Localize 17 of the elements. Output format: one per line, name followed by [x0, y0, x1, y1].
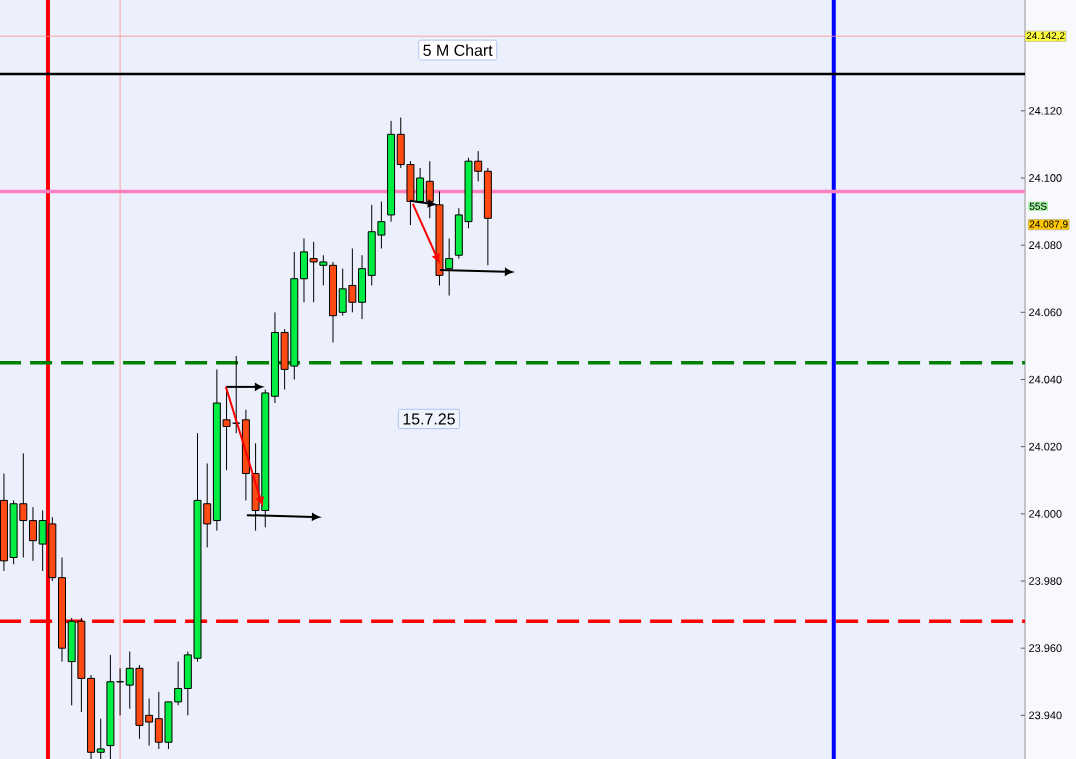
y-tick-label: 24.080: [1029, 241, 1062, 250]
y-tick-label: 23.960: [1029, 644, 1062, 653]
annotation: 15.7.25: [403, 413, 455, 425]
y-tick-label: 23.980: [1029, 577, 1062, 585]
y-tick-label: 24.100: [1029, 174, 1062, 182]
text: 55S: [1029, 202, 1047, 210]
ref-line-label: 24.142,2: [1026, 32, 1065, 41]
y-tick-label: 24.120: [1029, 106, 1062, 115]
text: 24.087,9: [1029, 220, 1068, 229]
candlestick: [28, 506, 37, 562]
y-tick-label: 23.940: [1029, 711, 1062, 720]
text: 5 M Chart: [423, 44, 493, 56]
y-tick-label: 24.000: [1029, 509, 1062, 518]
y-tick-label: 24.060: [1029, 308, 1062, 317]
y-tick-label: 24.020: [1029, 442, 1062, 451]
candlestick: [96, 718, 105, 759]
y-tick-label: 24.040: [1029, 375, 1062, 384]
